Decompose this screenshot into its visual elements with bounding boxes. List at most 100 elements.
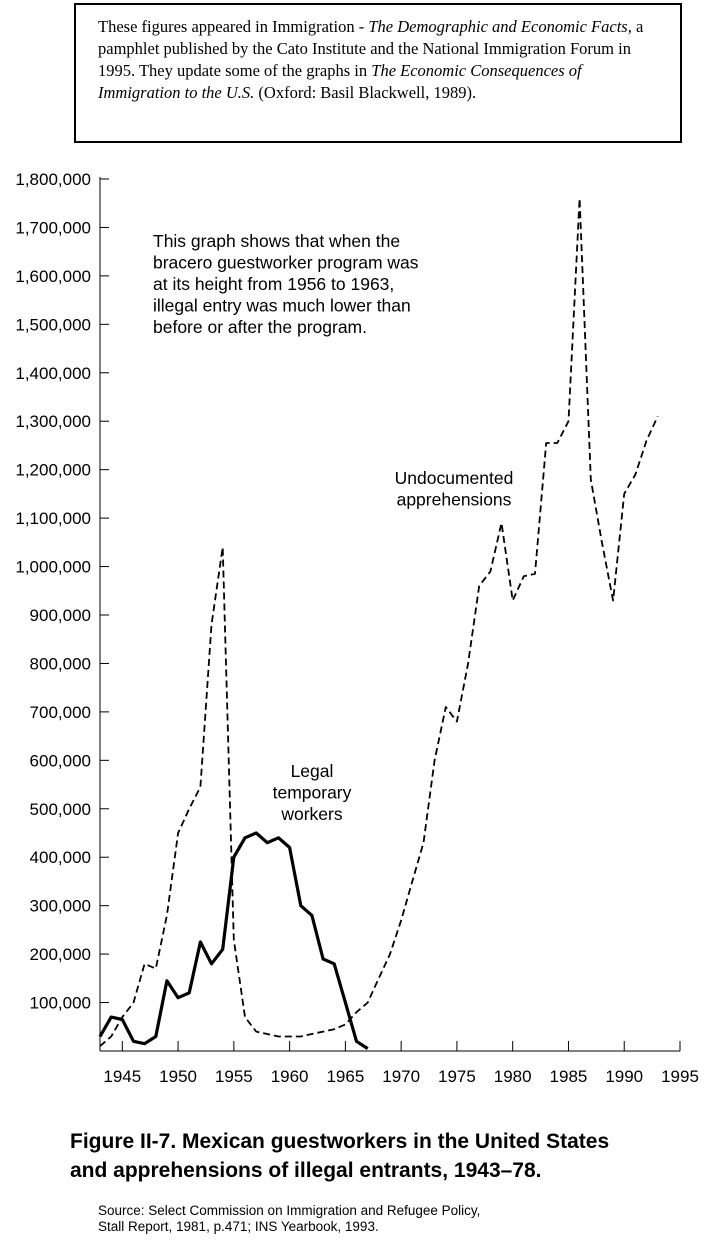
data-point — [579, 198, 580, 199]
data-point — [479, 585, 480, 586]
data-point — [289, 1036, 290, 1037]
data-point — [122, 1017, 123, 1018]
data-point — [590, 479, 591, 480]
data-point — [222, 949, 223, 950]
data-point — [166, 915, 167, 916]
x-tick-label: 1980 — [494, 1067, 532, 1086]
data-point — [200, 787, 201, 788]
data-point — [144, 963, 145, 964]
data-point — [601, 542, 602, 543]
data-point — [178, 997, 179, 998]
x-tick-label: 1955 — [215, 1067, 253, 1086]
x-tick-label: 1965 — [326, 1067, 364, 1086]
data-point — [100, 1046, 101, 1047]
data-point — [311, 1034, 312, 1035]
data-point — [624, 493, 625, 494]
x-tick-label: 1990 — [605, 1067, 643, 1086]
data-point — [334, 1029, 335, 1030]
source-line-1: Source: Select Commission on Immigration… — [98, 1203, 481, 1218]
data-point — [267, 842, 268, 843]
note-part-0: These figures appeared in Immigration - — [98, 17, 369, 36]
data-point — [211, 963, 212, 964]
data-point — [356, 1041, 357, 1042]
data-point — [367, 1048, 368, 1049]
data-point — [646, 440, 647, 441]
y-tick-label: 1,100,000 — [15, 509, 91, 528]
y-tick-label: 1,500,000 — [15, 315, 91, 334]
data-point — [546, 443, 547, 444]
y-tick-label: 1,600,000 — [15, 267, 91, 286]
data-point — [178, 833, 179, 834]
data-point — [166, 980, 167, 981]
data-point — [657, 416, 658, 417]
y-tick-label: 200,000 — [30, 945, 91, 964]
data-point — [256, 833, 257, 834]
data-point — [557, 443, 558, 444]
data-point — [289, 847, 290, 848]
chart-annotation-2: Legal temporary workers — [273, 761, 352, 824]
annotation-line: Undocumented — [395, 468, 514, 488]
source-line-2: Stall Report, 1981, p.471; INS Yearbook,… — [98, 1219, 379, 1234]
y-tick-label: 1,400,000 — [15, 364, 91, 383]
y-tick-label: 600,000 — [30, 751, 91, 770]
x-tick-label: 1985 — [550, 1067, 588, 1086]
data-point — [133, 1002, 134, 1003]
data-point — [278, 1036, 279, 1037]
caption-line-1: Figure II-7. Mexican guestworkers in the… — [70, 1130, 610, 1153]
x-tick-label: 1995 — [661, 1067, 699, 1086]
y-tick-label: 900,000 — [30, 606, 91, 625]
data-point — [412, 881, 413, 882]
x-tick-label: 1950 — [159, 1067, 197, 1086]
data-point — [144, 1043, 145, 1044]
data-point — [367, 1002, 368, 1003]
data-point — [100, 1036, 101, 1037]
data-point — [122, 1019, 123, 1020]
annotation-line: illegal entry was much lower than — [153, 296, 411, 316]
figure-caption: Figure II-7. Mexican guestworkers in the… — [70, 1127, 715, 1185]
publication-note-box: These figures appeared in Immigration - … — [74, 3, 682, 143]
data-point — [133, 1041, 134, 1042]
data-point — [568, 421, 569, 422]
data-point — [189, 808, 190, 809]
data-point — [233, 857, 234, 858]
note-part-4: (Oxford: Basil Blackwell, 1989). — [254, 83, 477, 102]
data-point — [356, 1012, 357, 1013]
y-tick-label: 800,000 — [30, 654, 91, 673]
data-point — [390, 954, 391, 955]
annotation-line: before or after the program. — [153, 317, 367, 337]
data-point — [434, 760, 435, 761]
data-point — [613, 600, 614, 601]
data-point — [456, 721, 457, 722]
data-point — [423, 842, 424, 843]
chart-series — [98, 197, 659, 1050]
data-point — [211, 624, 212, 625]
data-point — [189, 992, 190, 993]
annotation-line: This graph shows that when the — [153, 231, 400, 251]
data-point — [512, 600, 513, 601]
y-tick-label: 1,000,000 — [15, 558, 91, 577]
data-point — [233, 939, 234, 940]
data-point — [635, 474, 636, 475]
x-tick-label: 1945 — [103, 1067, 141, 1086]
series-line-legal-temporary-workers — [98, 831, 369, 1050]
data-point — [256, 1031, 257, 1032]
y-tick-label: 1,800,000 — [15, 170, 91, 189]
caption-line-2: and apprehensions of illegal entrants, 1… — [70, 1159, 542, 1182]
annotation-line: temporary — [273, 783, 352, 803]
data-point — [111, 1036, 112, 1037]
chart-annotations: This graph shows that when the bracero gu… — [153, 231, 513, 824]
annotation-line: workers — [280, 804, 343, 824]
y-tick-label: 500,000 — [30, 800, 91, 819]
data-point — [311, 915, 312, 916]
y-tick-label: 700,000 — [30, 703, 91, 722]
series-line-undocumented-apprehensions — [99, 197, 659, 1047]
y-tick-label: 300,000 — [30, 897, 91, 916]
data-point — [523, 576, 524, 577]
annotation-line: at its height from 1956 to 1963, — [153, 274, 394, 294]
chart-annotation-0: This graph shows that when the bracero gu… — [153, 231, 419, 337]
data-point — [245, 837, 246, 838]
note-part-2: , a pamphlet published by the Cato Insti… — [98, 17, 644, 80]
data-point — [501, 523, 502, 524]
data-point — [323, 1031, 324, 1032]
